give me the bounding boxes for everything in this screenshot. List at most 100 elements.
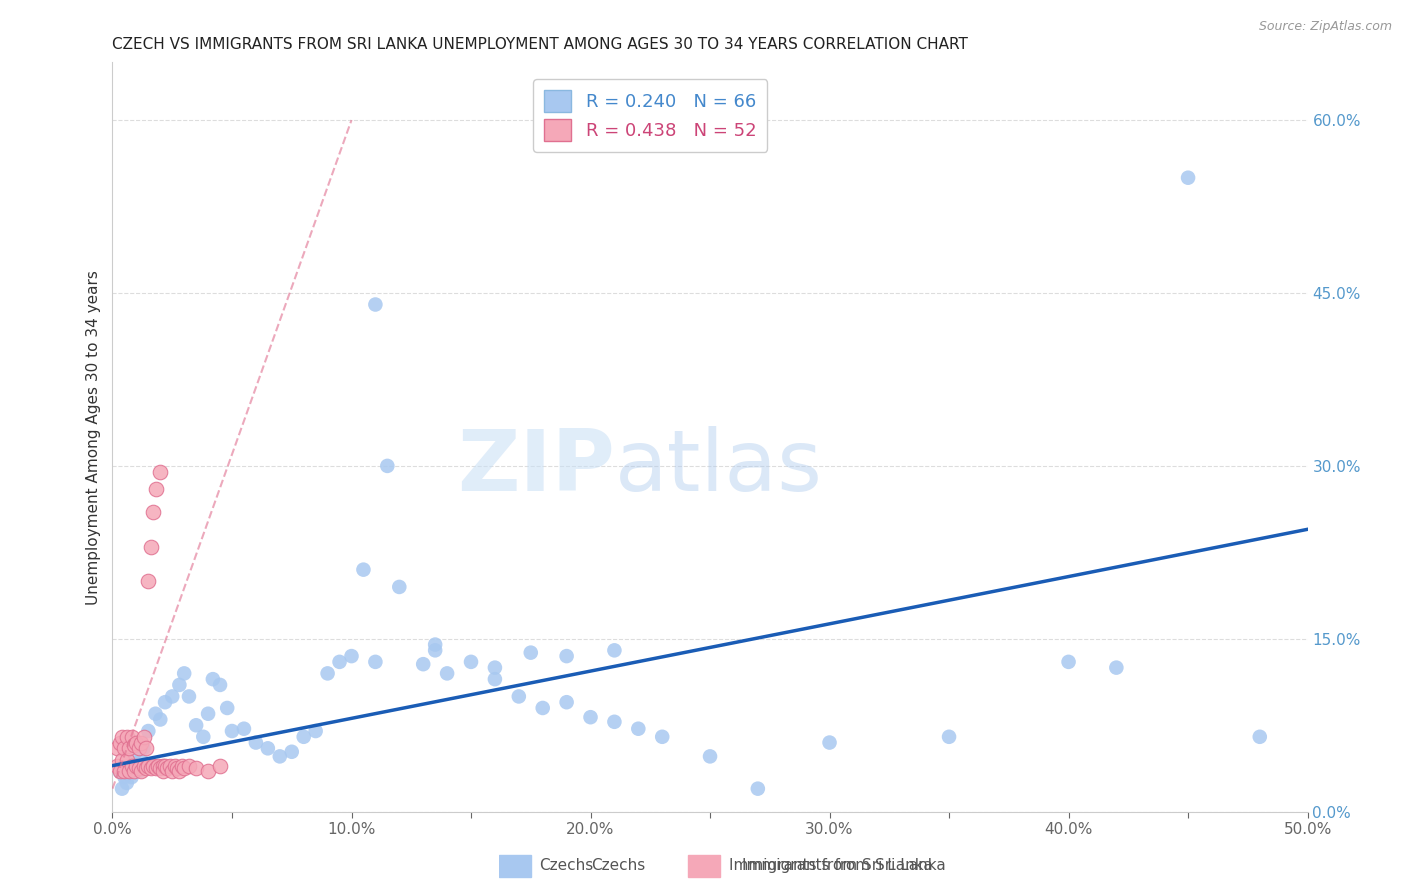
Point <box>149 761 172 775</box>
Point <box>146 758 169 772</box>
Point <box>209 758 232 772</box>
Point <box>128 761 150 775</box>
Point <box>603 714 626 729</box>
Point <box>128 764 150 779</box>
Text: Immigrants from Sri Lanka: Immigrants from Sri Lanka <box>728 858 932 873</box>
Point <box>177 758 200 772</box>
Point <box>364 297 387 311</box>
Point <box>152 764 174 779</box>
Point <box>128 741 150 756</box>
Point <box>135 761 157 775</box>
Point <box>132 758 155 772</box>
Point <box>149 465 172 479</box>
Point <box>135 741 157 756</box>
Point <box>108 764 131 779</box>
Point <box>269 749 291 764</box>
Point <box>197 764 219 779</box>
Point <box>173 761 195 775</box>
Point <box>221 724 243 739</box>
Point <box>153 758 176 772</box>
Point <box>108 735 131 749</box>
Point <box>1249 730 1271 744</box>
Point <box>292 730 315 744</box>
Point <box>484 660 506 674</box>
Point <box>938 730 960 744</box>
Point <box>340 649 363 664</box>
Point <box>555 695 578 709</box>
Point <box>352 563 374 577</box>
Point <box>142 505 165 519</box>
Point <box>162 690 183 704</box>
Point <box>162 764 183 779</box>
Point <box>412 657 434 672</box>
Point <box>139 761 162 775</box>
Point <box>603 643 626 657</box>
Point <box>114 764 135 779</box>
Point <box>186 761 208 775</box>
Point <box>173 666 195 681</box>
Point <box>115 730 138 744</box>
Text: atlas: atlas <box>614 425 823 508</box>
Point <box>425 643 447 657</box>
Point <box>579 710 602 724</box>
Point <box>217 701 239 715</box>
Point <box>138 574 160 589</box>
Point <box>125 735 148 749</box>
Text: Immigrants from Sri Lanka: Immigrants from Sri Lanka <box>742 858 945 872</box>
Legend: R = 0.240   N = 66, R = 0.438   N = 52: R = 0.240 N = 66, R = 0.438 N = 52 <box>533 79 768 152</box>
Point <box>627 722 650 736</box>
Point <box>138 724 160 739</box>
Point <box>111 730 134 744</box>
Point <box>209 678 232 692</box>
Point <box>125 735 148 749</box>
Text: CZECH VS IMMIGRANTS FROM SRI LANKA UNEMPLOYMENT AMONG AGES 30 TO 34 YEARS CORREL: CZECH VS IMMIGRANTS FROM SRI LANKA UNEMP… <box>112 37 969 52</box>
Point <box>377 458 399 473</box>
Point <box>699 749 721 764</box>
Point <box>129 735 152 749</box>
Point <box>145 706 167 721</box>
Bar <box>688 855 720 877</box>
Y-axis label: Unemployment Among Ages 30 to 34 years: Unemployment Among Ages 30 to 34 years <box>86 269 101 605</box>
Point <box>152 758 174 772</box>
Point <box>105 741 128 756</box>
Point <box>129 753 152 767</box>
Point <box>364 655 387 669</box>
Point <box>169 764 191 779</box>
Point <box>159 758 181 772</box>
Point <box>193 730 215 744</box>
Point <box>114 741 135 756</box>
Point <box>818 735 841 749</box>
Point <box>122 738 145 752</box>
Point <box>436 666 458 681</box>
Point <box>281 745 304 759</box>
Point <box>153 695 176 709</box>
Point <box>1105 660 1128 674</box>
Point <box>460 655 482 669</box>
Point <box>186 718 208 732</box>
Point <box>1177 170 1199 185</box>
Point <box>305 724 328 739</box>
Point <box>115 776 138 790</box>
Point <box>531 701 554 715</box>
Point <box>257 741 280 756</box>
Point <box>425 638 447 652</box>
Point <box>233 722 256 736</box>
Point <box>118 741 141 756</box>
Point <box>115 753 138 767</box>
Text: Czechs: Czechs <box>592 858 645 872</box>
Point <box>177 690 200 704</box>
Point <box>132 741 155 756</box>
Point <box>156 761 179 775</box>
Point <box>142 758 165 772</box>
Point <box>520 646 543 660</box>
Point <box>121 730 143 744</box>
Point <box>145 482 167 496</box>
Point <box>197 706 219 721</box>
Point <box>111 781 134 796</box>
Point <box>149 713 172 727</box>
Point <box>201 672 224 686</box>
Point <box>108 764 131 779</box>
Point <box>316 666 339 681</box>
Point <box>105 758 128 772</box>
Point <box>388 580 411 594</box>
